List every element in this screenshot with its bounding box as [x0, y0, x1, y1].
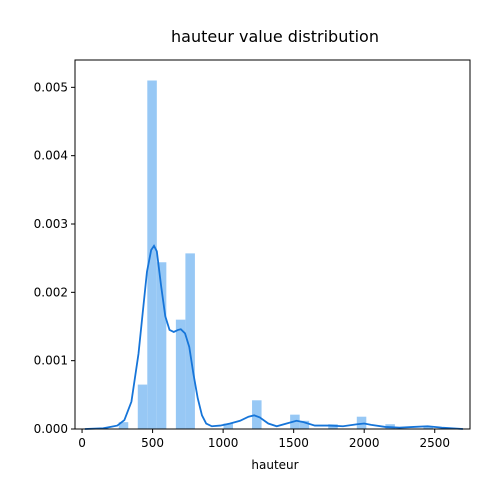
histogram-bar [175, 319, 186, 429]
histogram-bar [156, 262, 167, 429]
x-tick-label: 500 [141, 436, 164, 450]
histogram-bar [223, 423, 233, 429]
x-tick-label: 2000 [349, 436, 380, 450]
plot-frame [74, 59, 471, 430]
histogram-bar [118, 422, 129, 429]
histogram-bar [147, 80, 157, 429]
y-tick-label: 0.001 [34, 354, 68, 368]
histogram-bar [299, 420, 310, 429]
x-tick-label: 0 [78, 436, 86, 450]
y-tick-label: 0.003 [34, 217, 68, 231]
axis-ticks: 0 500 1000 1500 2000 2500 0.000 0.001 0.002 0.003… [34, 80, 450, 450]
histogram-bar [185, 253, 195, 429]
histogram-bar [252, 400, 262, 429]
histogram-bar [356, 416, 367, 429]
y-tick-label: 0.000 [34, 422, 68, 436]
y-tick-label: 0.005 [34, 80, 68, 94]
x-axis-label: hauteur [251, 458, 298, 472]
y-tick-label: 0.002 [34, 285, 68, 299]
chart-title: hauteur value distribution [171, 27, 379, 46]
x-tick-label: 1000 [208, 436, 239, 450]
histogram-bar [137, 384, 148, 429]
kde-curve [84, 244, 464, 430]
histogram-bars [118, 80, 433, 429]
histogram-bar [423, 426, 433, 429]
x-tick-label: 2500 [419, 436, 450, 450]
y-tick-label: 0.004 [34, 149, 68, 163]
x-tick-label: 1500 [278, 436, 309, 450]
